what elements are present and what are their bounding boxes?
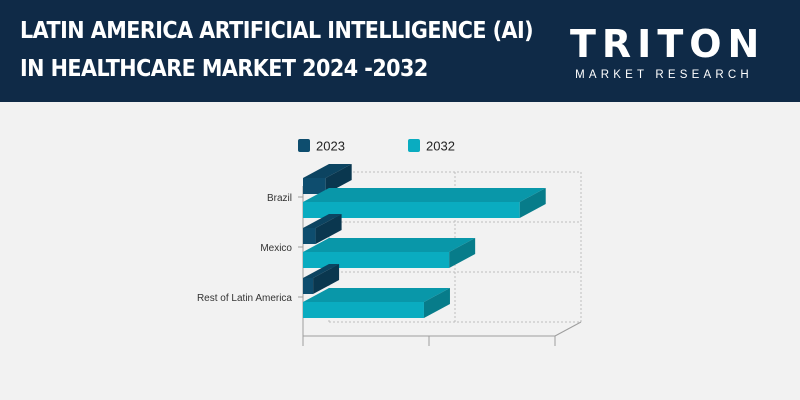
chart-category-labels: Brazil Mexico Rest of Latin America — [197, 193, 303, 304]
page-title: LATIN AMERICA ARTIFICIAL INTELLIGENCE (A… — [20, 12, 534, 88]
legend-label-2023: 2023 — [316, 139, 345, 154]
bar-2023-0-side — [325, 164, 352, 194]
bar-2023-1-top — [303, 214, 342, 228]
bar-2032-2 — [303, 288, 450, 318]
bar-2023-2-top — [303, 264, 340, 278]
bar-2023-2-side — [313, 264, 340, 294]
bar-2023-2-front — [303, 278, 314, 294]
bar-2032-1-side — [449, 238, 476, 268]
title-line-2: IN HEALTHCARE MARKET 2024 -2032 — [20, 56, 428, 82]
triton-logo: TRITON MARKET RESEARCH — [566, 22, 762, 84]
bar-2023-0-top — [303, 164, 352, 178]
title-line-1: LATIN AMERICA ARTIFICIAL INTELLIGENCE (A… — [20, 18, 534, 44]
bar-2032-2-front — [303, 302, 424, 318]
legend-label-2032: 2032 — [426, 139, 455, 154]
logo-wordmark: TRITON — [570, 22, 766, 66]
floor-right-edge — [554, 321, 582, 337]
bar-2023-2 — [303, 264, 340, 294]
bar-2023-1 — [303, 214, 342, 244]
bar-2023-1-front — [303, 228, 316, 244]
chart-legend: 2023 2032 — [298, 139, 455, 154]
legend-swatch-2032 — [408, 139, 420, 152]
bar-2032-0 — [303, 188, 546, 218]
chart-bars — [303, 164, 546, 318]
bar-chart: 2023 2032 Brazil Mexico Rest of Latin Ameri… — [197, 139, 582, 346]
chart-grid — [302, 171, 582, 346]
category-label-2: Rest of Latin America — [197, 293, 292, 304]
bar-2032-1-top — [303, 238, 476, 252]
bar-2032-1-front — [303, 252, 450, 268]
category-label-1: Mexico — [260, 243, 292, 254]
bar-2023-0-front — [303, 178, 326, 194]
legend-swatch-2023 — [298, 139, 310, 152]
bar-2023-0 — [303, 164, 352, 194]
header-banner: LATIN AMERICA ARTIFICIAL INTELLIGENCE (A… — [0, 0, 800, 102]
bar-2032-2-side — [423, 288, 450, 318]
bar-2032-0-side — [519, 188, 546, 218]
bar-2032-0-front — [303, 202, 520, 218]
logo-subtitle: MARKET RESEARCH — [575, 69, 753, 81]
bar-2023-1-side — [315, 214, 342, 244]
category-label-0: Brazil — [267, 193, 292, 204]
bar-2032-0-top — [303, 188, 546, 202]
bar-2032-1 — [303, 238, 476, 268]
bar-2032-2-top — [303, 288, 450, 302]
